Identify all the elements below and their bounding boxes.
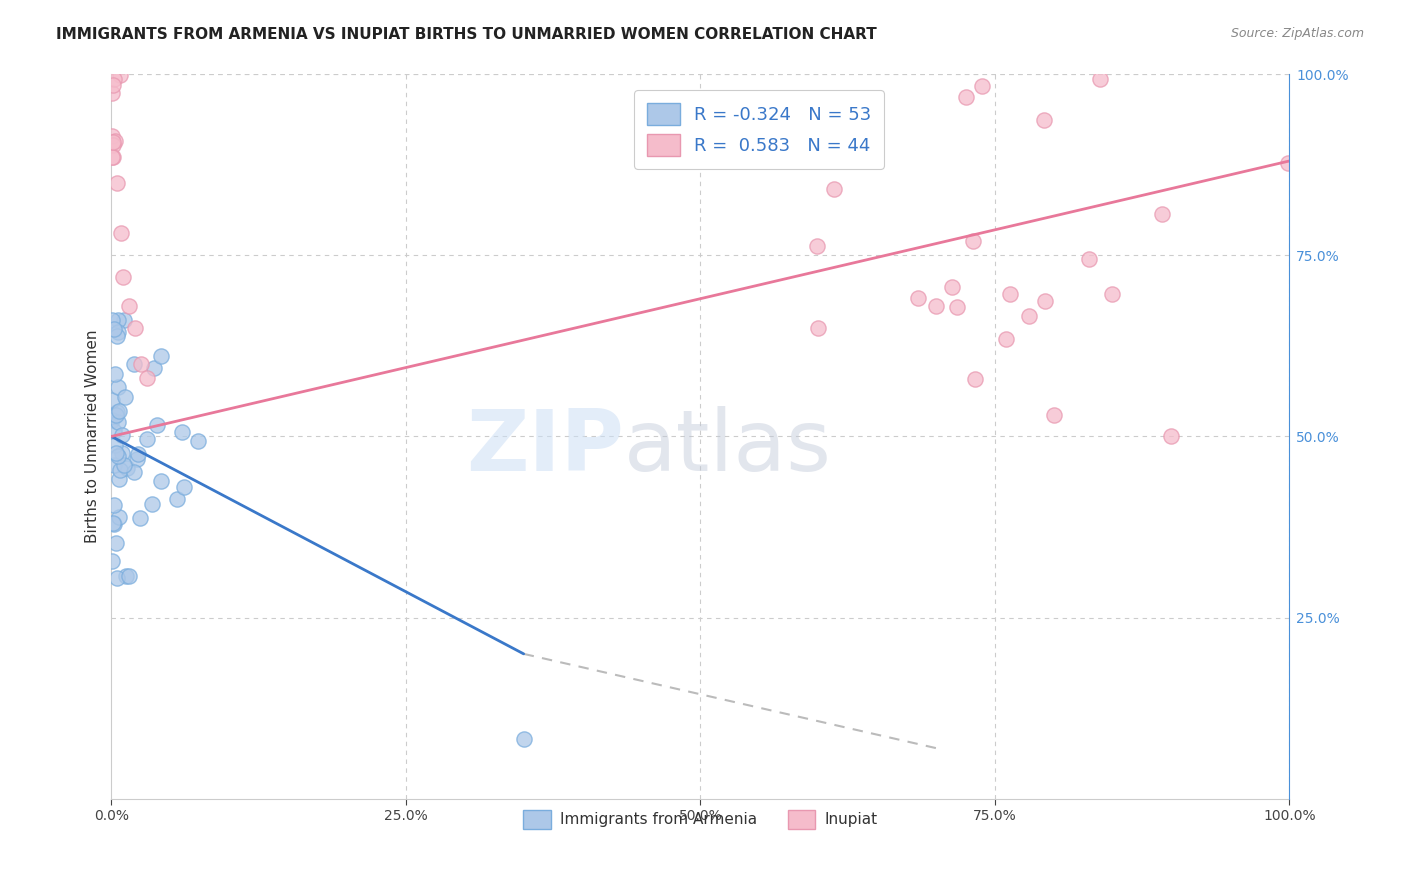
Point bbox=[105, 571, 128, 585]
Point bbox=[125, 452, 148, 467]
Point bbox=[103, 424, 125, 438]
Point bbox=[1078, 252, 1101, 266]
Point bbox=[104, 438, 127, 452]
Point bbox=[112, 270, 135, 285]
Point bbox=[187, 434, 209, 448]
Point bbox=[173, 480, 195, 494]
Point bbox=[105, 328, 128, 343]
Point bbox=[101, 135, 124, 149]
Point bbox=[110, 68, 132, 82]
Point bbox=[129, 357, 152, 371]
Point bbox=[1160, 429, 1182, 443]
Point bbox=[115, 461, 138, 475]
Point bbox=[114, 569, 136, 583]
Text: Source: ZipAtlas.com: Source: ZipAtlas.com bbox=[1230, 27, 1364, 40]
Point bbox=[806, 239, 828, 253]
Point bbox=[104, 134, 127, 148]
Point bbox=[107, 472, 129, 486]
Point bbox=[1088, 71, 1111, 86]
Point bbox=[941, 280, 963, 294]
Point bbox=[512, 731, 534, 746]
Point bbox=[105, 405, 128, 419]
Point bbox=[970, 79, 993, 94]
Point bbox=[114, 458, 136, 472]
Point bbox=[994, 332, 1017, 346]
Point bbox=[127, 447, 149, 461]
Point bbox=[112, 313, 135, 327]
Point bbox=[118, 299, 141, 313]
Point bbox=[101, 150, 124, 164]
Point bbox=[1018, 309, 1040, 323]
Point bbox=[101, 554, 124, 568]
Point bbox=[1042, 408, 1064, 422]
Point bbox=[122, 357, 145, 371]
Point bbox=[907, 291, 929, 305]
Point bbox=[101, 150, 124, 164]
Point bbox=[1152, 207, 1174, 221]
Point bbox=[108, 462, 131, 476]
Point bbox=[103, 517, 125, 532]
Point bbox=[104, 367, 127, 381]
Point bbox=[823, 182, 845, 196]
Point bbox=[166, 491, 188, 506]
Point bbox=[101, 313, 124, 327]
Point bbox=[104, 408, 127, 422]
Point bbox=[141, 497, 163, 511]
Point bbox=[107, 325, 129, 339]
Point bbox=[103, 458, 125, 472]
Point bbox=[962, 235, 984, 249]
Text: atlas: atlas bbox=[624, 406, 832, 489]
Point bbox=[103, 498, 125, 512]
Point bbox=[117, 569, 139, 583]
Point bbox=[111, 428, 134, 442]
Text: ZIP: ZIP bbox=[465, 406, 624, 489]
Point bbox=[135, 371, 157, 385]
Point bbox=[136, 432, 159, 446]
Point bbox=[101, 138, 124, 153]
Point bbox=[807, 320, 830, 334]
Point bbox=[150, 349, 173, 363]
Point bbox=[114, 391, 136, 405]
Point bbox=[946, 300, 969, 314]
Point bbox=[1277, 156, 1299, 170]
Point bbox=[1101, 287, 1123, 301]
Point bbox=[108, 510, 131, 524]
Point bbox=[105, 176, 128, 190]
Point bbox=[107, 380, 129, 394]
Point bbox=[104, 536, 127, 550]
Point bbox=[101, 412, 124, 426]
Point bbox=[122, 465, 145, 479]
Point bbox=[142, 361, 165, 376]
Point bbox=[110, 227, 132, 241]
Point bbox=[101, 393, 124, 408]
Point bbox=[104, 446, 127, 460]
Point bbox=[107, 415, 129, 429]
Point bbox=[1033, 293, 1056, 308]
Text: IMMIGRANTS FROM ARMENIA VS INUPIAT BIRTHS TO UNMARRIED WOMEN CORRELATION CHART: IMMIGRANTS FROM ARMENIA VS INUPIAT BIRTH… bbox=[56, 27, 877, 42]
Point bbox=[101, 516, 124, 530]
Point bbox=[963, 372, 986, 386]
Point bbox=[103, 72, 125, 87]
Point bbox=[998, 287, 1021, 301]
Point bbox=[124, 320, 146, 334]
Point bbox=[103, 322, 125, 336]
Point bbox=[128, 511, 150, 525]
Point bbox=[108, 404, 131, 418]
Point bbox=[1249, 53, 1271, 67]
Point bbox=[149, 474, 172, 488]
Point bbox=[146, 417, 169, 432]
Point bbox=[101, 87, 124, 101]
Point bbox=[955, 90, 977, 104]
Point bbox=[101, 78, 124, 92]
Legend: Immigrants from Armenia, Inupiat: Immigrants from Armenia, Inupiat bbox=[517, 804, 883, 835]
Y-axis label: Births to Unmarried Women: Births to Unmarried Women bbox=[86, 330, 100, 543]
Point bbox=[111, 445, 134, 459]
Point bbox=[107, 313, 129, 327]
Point bbox=[925, 299, 948, 313]
Point bbox=[101, 129, 124, 144]
Point bbox=[107, 449, 129, 463]
Point bbox=[1033, 112, 1056, 127]
Point bbox=[172, 425, 194, 439]
